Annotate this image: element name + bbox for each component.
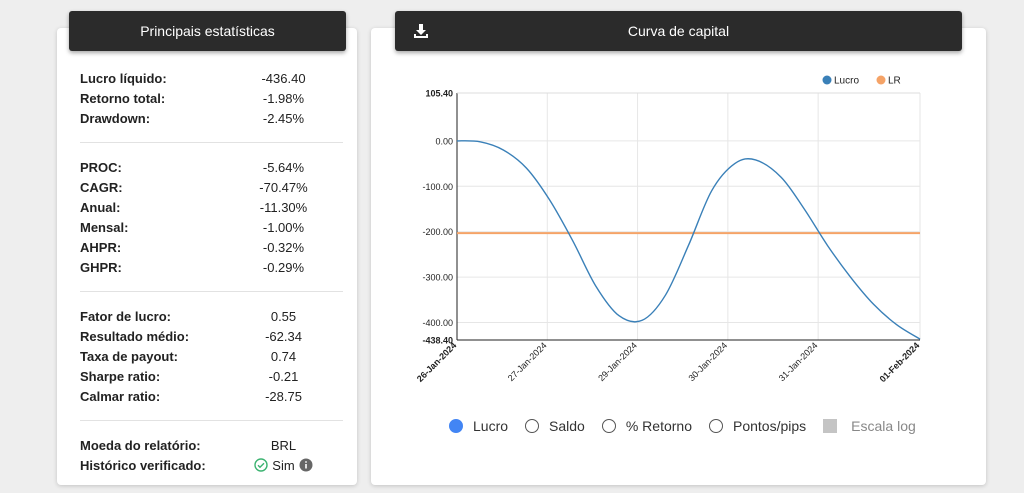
stat-label: Resultado médio: [80, 328, 190, 344]
y-tick-label: 0.00 [435, 136, 453, 146]
series-line-lucro [456, 140, 921, 340]
stat-row: Moeda do relatório: BRL [80, 435, 343, 455]
radio-circle[interactable] [525, 419, 540, 433]
stat-label: Mensal: [80, 219, 129, 235]
stat-value: -436.40 [261, 70, 306, 86]
radio-circle[interactable] [449, 419, 463, 433]
stats-card: Lucro líquido: -436.40 Retorno total: -1.98… [57, 28, 357, 485]
x-tick-label: 29-Jan-2024 [596, 340, 639, 383]
x-tick-label: 26-Jan-2024 [415, 340, 459, 384]
radio-circle[interactable] [709, 419, 723, 433]
log-scale-checkbox[interactable] [823, 419, 838, 433]
stat-value: -70.47% [259, 179, 308, 195]
x-tick-label: 31-Jan-2024 [777, 340, 820, 383]
radio-lucro[interactable]: Lucro [449, 418, 508, 434]
stat-value: 0.74 [270, 348, 297, 364]
stat-value: -11.30% [259, 199, 308, 215]
x-tick-label: 30-Jan-2024 [686, 340, 729, 383]
verified-text: Sim [272, 457, 295, 473]
download-icon[interactable] [411, 21, 431, 41]
y-tick-label: 105.40 [425, 89, 453, 99]
stat-row: Mensal: -1.00% [80, 217, 343, 237]
stat-label: Taxa de payout: [80, 348, 179, 364]
stat-row: Histórico verificado: Sim [80, 455, 343, 475]
radio-retorno[interactable]: % Retorno [601, 418, 692, 434]
stats-group: Moeda do relatório: BRL Histórico verifica… [80, 435, 343, 489]
stat-value: BRL [270, 437, 297, 453]
stat-value: -0.21 [268, 368, 299, 384]
stat-row: Taxa de payout: 0.74 [80, 346, 343, 366]
y-tick-label: -400.00 [422, 318, 453, 328]
stat-value: -1.98% [262, 90, 305, 106]
stat-value: -1.00% [262, 219, 305, 235]
stats-group: Fator de lucro: 0.55 Resultado médio: -62.3… [80, 306, 343, 421]
stat-row: GHPR: -0.29% [80, 257, 343, 277]
stats-group: Lucro líquido: -436.40 Retorno total: -1.98… [80, 68, 343, 143]
stat-row: Lucro líquido: -436.40 [80, 68, 343, 88]
stats-title: Principais estatísticas [140, 23, 275, 39]
stat-label: Retorno total: [80, 90, 166, 106]
stat-row: Anual: -11.30% [80, 197, 343, 217]
chart-header: Curva de capital [395, 11, 962, 51]
stat-value: -0.29% [262, 259, 305, 275]
y-tick-label: -438.40 [422, 336, 453, 346]
stat-label: Calmar ratio: [80, 388, 161, 404]
stat-label: Anual: [80, 199, 121, 215]
stat-value: -5.64% [262, 159, 305, 175]
stat-label: Sharpe ratio: [80, 368, 161, 384]
legend-label: Lucro [834, 76, 859, 87]
stat-label: PROC: [80, 159, 122, 175]
stat-value: -28.75 [265, 388, 302, 404]
stat-label: Drawdown: [80, 110, 151, 126]
y-tick-label: -300.00 [422, 273, 453, 283]
info-icon[interactable] [299, 458, 313, 472]
y-tick-label: -200.00 [422, 227, 453, 237]
stat-row: AHPR: -0.32% [80, 237, 343, 257]
legend-marker [876, 75, 886, 85]
x-tick-label: 27-Jan-2024 [506, 340, 549, 383]
stat-row: CAGR: -70.47% [80, 177, 343, 197]
stat-row: Retorno total: -1.98% [80, 88, 343, 108]
stat-value: -0.32% [262, 239, 305, 255]
equity-chart: 105.40 0.00 -100.00 -200.00 -300.00 -400.00 -4… [415, 75, 922, 384]
stat-value: 0.55 [270, 308, 297, 324]
check-circle-icon [254, 458, 268, 472]
legend-label: LR [888, 76, 901, 87]
stat-row: Calmar ratio: -28.75 [80, 386, 343, 406]
chart-card: 105.40 0.00 -100.00 -200.00 -300.00 -400.00 -4… [371, 28, 986, 485]
stat-row: Resultado médio: -62.34 [80, 326, 343, 346]
stat-value: Sim [238, 458, 343, 473]
stats-group: PROC: -5.64% CAGR: -70.47% Anual: -11.30% Mens… [80, 157, 343, 292]
radio-label: Pontos/pips [733, 418, 807, 434]
legend-marker [822, 75, 832, 85]
radio-label: % Retorno [625, 418, 692, 434]
stat-row: Drawdown: -2.45% [80, 108, 343, 128]
stat-value: -2.45% [262, 110, 305, 126]
stat-label: Moeda do relatório: [80, 437, 201, 453]
radio-label: Lucro [473, 418, 509, 434]
radio-circle[interactable] [601, 419, 616, 433]
stat-label: AHPR: [80, 239, 122, 255]
x-tick-label: 01-Feb-2024 [878, 340, 922, 384]
stat-row: Fator de lucro: 0.55 [80, 306, 343, 326]
stat-label: GHPR: [80, 259, 122, 275]
stats-header: Principais estatísticas [69, 11, 346, 51]
chart-controls: Lucro Saldo % Retorno Pontos/pips Escala… [449, 418, 933, 434]
y-tick-label: -100.00 [422, 182, 453, 192]
stat-row: PROC: -5.64% [80, 157, 343, 177]
chart-title: Curva de capital [627, 23, 730, 39]
log-scale-label: Escala log [851, 418, 916, 434]
stats-list: Lucro líquido: -436.40 Retorno total: -1.98… [80, 68, 343, 493]
stat-value: -62.34 [265, 328, 302, 344]
stat-row: Sharpe ratio: -0.21 [80, 366, 343, 386]
log-scale-toggle[interactable]: Escala log [823, 418, 916, 434]
stat-label: Histórico verificado: [80, 457, 206, 473]
stat-label: CAGR: [80, 179, 123, 195]
radio-label: Saldo [549, 418, 585, 434]
radio-saldo[interactable]: Saldo [525, 418, 585, 434]
stat-label: Lucro líquido: [80, 70, 167, 86]
stat-label: Fator de lucro: [80, 308, 172, 324]
radio-pontos[interactable]: Pontos/pips [709, 418, 806, 434]
